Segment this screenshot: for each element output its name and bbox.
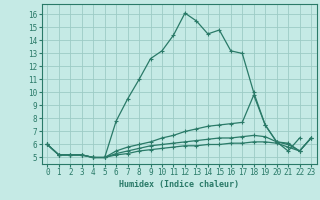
- X-axis label: Humidex (Indice chaleur): Humidex (Indice chaleur): [119, 180, 239, 189]
